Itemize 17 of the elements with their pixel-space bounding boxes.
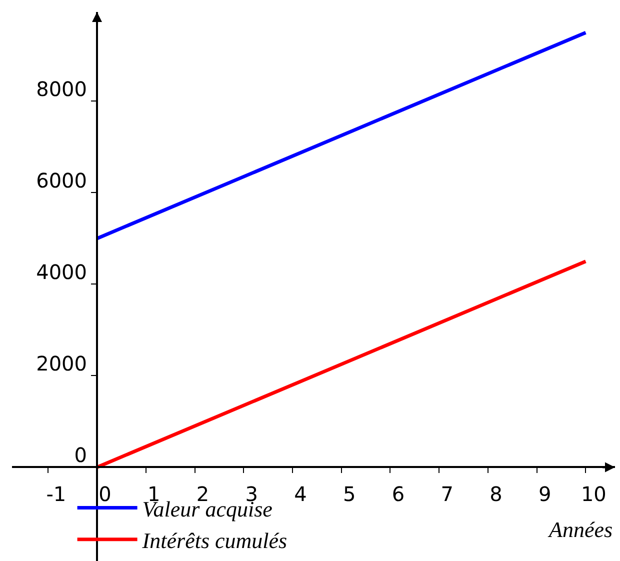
y-tick-label: 6000 (36, 168, 88, 193)
x-tick-label: 10 (580, 482, 606, 506)
x-tick-label: 4 (294, 482, 307, 506)
x-tick-label: 5 (342, 482, 356, 506)
x-tick-label: 9 (538, 482, 552, 506)
x-tick-label: -1 (46, 482, 66, 506)
y-tick-label: 8000 (36, 77, 88, 102)
x-axis-title: Années (547, 517, 613, 542)
legend-label: Intérêts cumulés (141, 528, 288, 553)
x-tick-label: 7 (440, 482, 454, 506)
x-tick-label: 2 (196, 482, 210, 506)
x-tick-label: 6 (392, 482, 405, 506)
y-tick-label: 0 (74, 443, 88, 468)
y-tick-label: 2000 (36, 352, 88, 376)
x-tick-label: 8 (490, 482, 502, 506)
x-tick-label: 0 (98, 482, 112, 506)
y-tick-label: 4000 (36, 260, 88, 284)
